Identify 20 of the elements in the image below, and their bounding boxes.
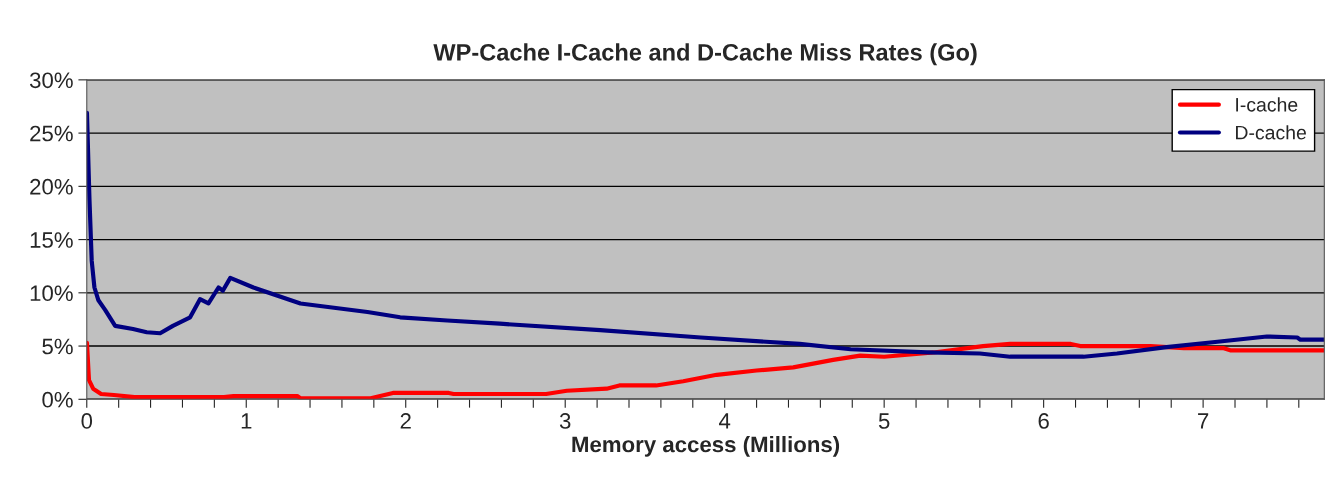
x-tick-label: 3 [559,413,571,429]
x-tick-label: 7 [1198,413,1209,429]
line-series [86,110,1325,359]
y-tick-label: 10% [30,285,73,302]
legend-label: D-cache [1236,125,1306,140]
y-tick-label: 15% [30,232,73,248]
chart-title: WP-Cache I-Cache and D-Cache Miss Rates (Go) [433,43,977,66]
x-tick-label: 1 [241,413,252,429]
legend-label: I-cache [1236,97,1298,112]
y-tick-label: 5% [42,338,73,355]
y-tick-label: 25% [30,125,73,142]
y-tick-label: 20% [30,178,73,195]
y-tick-label: 0% [42,391,73,408]
x-tick-label: 5 [878,413,890,429]
x-tick-label: 0 [81,413,93,429]
x-tick-label: 4 [719,413,731,429]
x-tick-label: 2 [400,413,411,429]
y-tick-label: 30% [29,72,73,89]
x-axis-title: Memory access (Millions) [572,435,840,457]
x-tick-label: 6 [1038,413,1049,429]
